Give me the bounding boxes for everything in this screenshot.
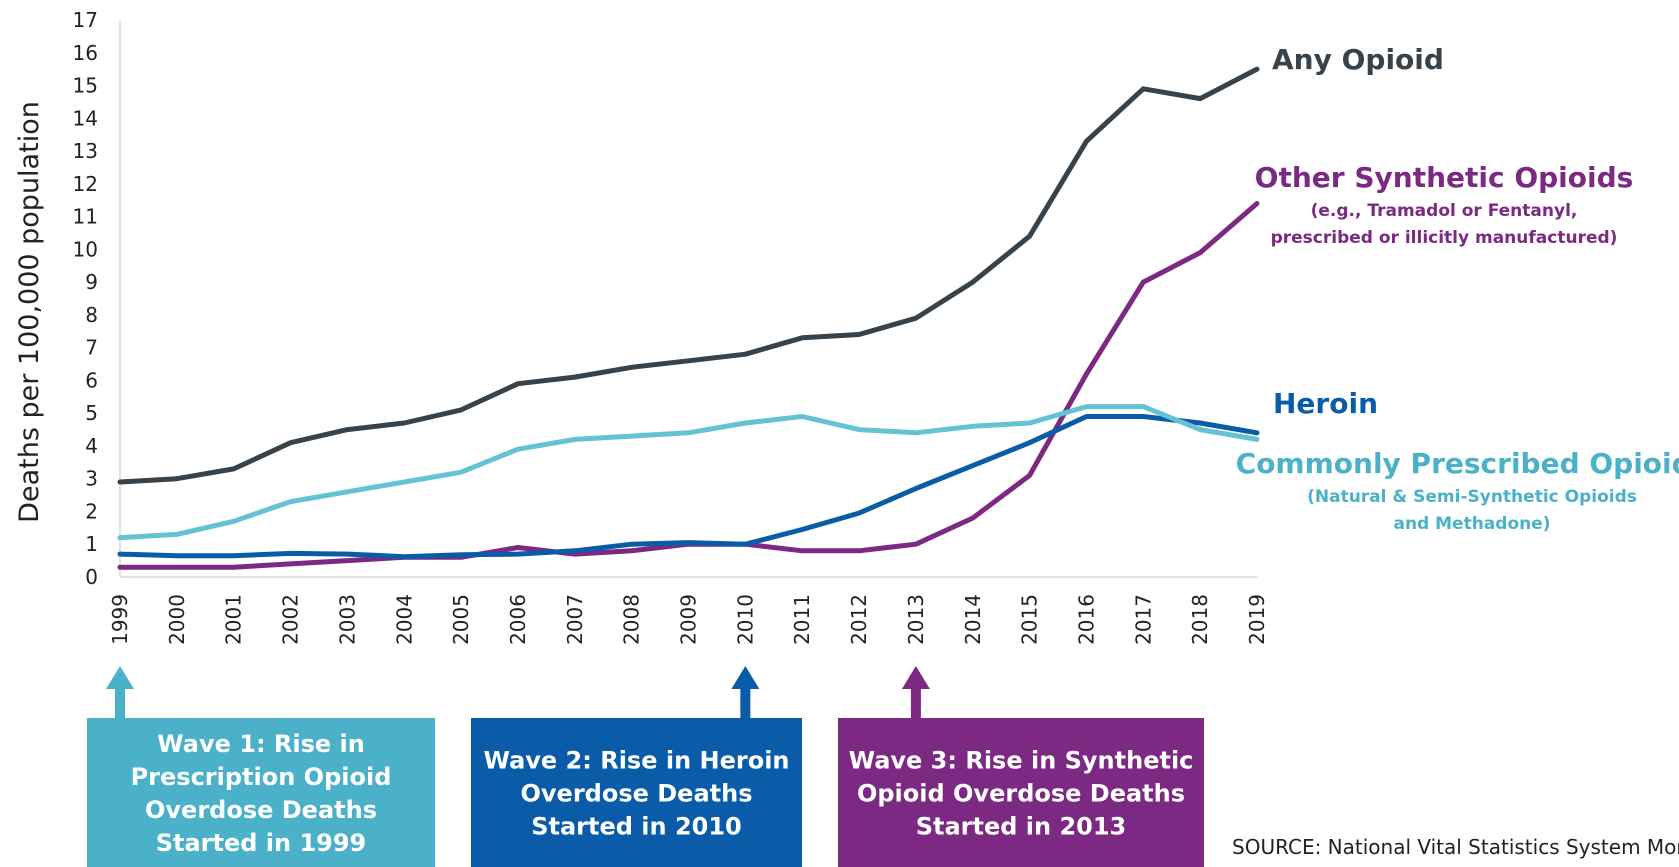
y-tick-label: 13: [73, 139, 98, 163]
wave-box-text: Wave 3: Rise in Synthetic: [849, 747, 1194, 775]
y-tick-label: 9: [85, 270, 98, 294]
wave-annotations: Wave 1: Rise in Prescription Opioid Overdo…: [87, 666, 1204, 867]
wave-arrow-shaft: [115, 686, 125, 720]
y-tick-label: 17: [73, 8, 98, 32]
wave-box-text: Prescription Opioid: [131, 763, 392, 791]
y-tick-label: 10: [73, 237, 98, 261]
y-tick-label: 6: [85, 368, 98, 392]
x-tick-label: 2019: [1245, 594, 1269, 645]
x-tick-label: 2008: [620, 594, 644, 645]
wave-box-text: Started in 2010: [531, 813, 742, 841]
y-tick-label: 16: [73, 41, 98, 65]
x-tick-label: 2012: [847, 594, 871, 645]
x-tick-label: 2017: [1131, 594, 1155, 645]
wave-arrow-head: [731, 666, 760, 689]
x-tick-label: 2013: [904, 594, 928, 645]
x-tick-label: 2002: [279, 594, 303, 645]
wave-arrow-head: [901, 666, 930, 689]
x-tick-label: 2005: [449, 594, 473, 645]
wave-box: [471, 718, 802, 867]
wave-box: [87, 718, 435, 867]
x-tick-label: 2001: [222, 594, 246, 645]
x-tick-labels: 1999 2000 2001 2002 2003 2004 2005 2006 2007 2008…: [108, 594, 1269, 645]
y-tick-label: 8: [85, 303, 98, 327]
wave-arrow-shaft: [740, 686, 751, 720]
x-tick-label: 2014: [961, 594, 985, 645]
y-tick-label: 11: [73, 205, 98, 229]
series-line-other-synthetic-opioids: [117, 201, 1260, 570]
x-tick-label: 2000: [165, 594, 189, 645]
series-label-any-opioid: Any Opioid: [1272, 43, 1444, 76]
x-tick-label: 2009: [677, 594, 701, 645]
axes: [119, 20, 1257, 578]
wave-box-text: Started in 1999: [156, 829, 367, 857]
wave-box-text: Started in 2013: [916, 813, 1127, 841]
x-tick-label: 2004: [392, 594, 416, 645]
series-label-prescribed: Commonly Prescribed Opioids: [1236, 447, 1679, 480]
y-axis-label: Deaths per 100,000 population: [14, 101, 45, 523]
y-tick-label: 3: [85, 467, 98, 491]
series-line-commonly-prescribed-opioids: [117, 404, 1260, 541]
wave-box-text: Opioid Overdose Deaths: [857, 780, 1185, 808]
x-tick-label: 2016: [1074, 594, 1098, 645]
y-tick-label: 4: [85, 434, 98, 458]
series-line-heroin: [117, 414, 1260, 560]
x-tick-label: 2010: [733, 594, 757, 645]
y-tick-label: 7: [85, 336, 98, 360]
series-label-synthetic: Other Synthetic Opioids: [1255, 161, 1634, 194]
wave-box-text: Overdose Deaths: [145, 796, 377, 824]
x-tick-label: 1999: [108, 594, 132, 645]
series-note-prescribed-2: and Methadone): [1393, 514, 1550, 534]
x-tick-label: 2011: [790, 594, 814, 645]
y-tick-label: 0: [85, 565, 98, 589]
wave-box-text: Wave 1: Rise in: [157, 730, 365, 758]
wave-arrow-shaft: [910, 686, 921, 720]
wave-box-text: Wave 2: Rise in Heroin: [483, 747, 789, 775]
x-tick-label: 2018: [1188, 594, 1212, 645]
series-note-prescribed-1: (Natural & Semi-Synthetic Opioids: [1307, 487, 1637, 507]
wave-box: [838, 718, 1204, 867]
series-note-synthetic-2: prescribed or illicitly manufactured): [1271, 228, 1618, 248]
y-tick-label: 5: [85, 401, 98, 425]
x-tick-label: 2003: [335, 594, 359, 645]
y-tick-label: 15: [73, 74, 98, 98]
y-tick-label: 14: [73, 106, 98, 130]
series-line-any-opioid: [117, 66, 1260, 485]
y-tick-label: 2: [85, 499, 98, 523]
series-label-heroin: Heroin: [1273, 387, 1378, 420]
source-note: SOURCE: National Vital Statistics System…: [1232, 835, 1679, 859]
series-note-synthetic-1: (e.g., Tramadol or Fentanyl,: [1311, 201, 1578, 221]
y-tick-label: 12: [73, 172, 98, 196]
wave-box-text: Overdose Deaths: [521, 780, 753, 808]
x-tick-label: 2007: [563, 594, 587, 645]
wave-arrow-head: [106, 666, 134, 689]
y-tick-label: 1: [85, 532, 98, 556]
x-tick-label: 2015: [1018, 594, 1042, 645]
x-tick-label: 2006: [506, 594, 530, 645]
series-lines: [117, 66, 1260, 570]
